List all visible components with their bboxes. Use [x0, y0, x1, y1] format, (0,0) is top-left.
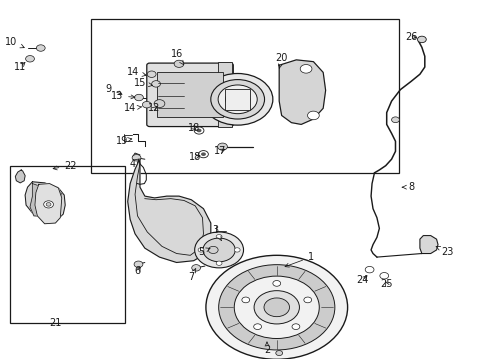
- Circle shape: [46, 203, 51, 206]
- Circle shape: [134, 261, 143, 267]
- Text: 22: 22: [53, 161, 77, 171]
- Circle shape: [205, 245, 214, 251]
- Circle shape: [201, 152, 206, 156]
- Bar: [218, 62, 232, 75]
- Polygon shape: [25, 182, 65, 220]
- Polygon shape: [15, 170, 25, 183]
- Circle shape: [216, 234, 222, 239]
- Polygon shape: [35, 184, 62, 224]
- Bar: [10, 166, 125, 323]
- Circle shape: [273, 280, 281, 286]
- Circle shape: [216, 261, 222, 265]
- Text: 9: 9: [105, 84, 122, 95]
- Circle shape: [254, 324, 262, 329]
- Circle shape: [304, 297, 312, 303]
- Circle shape: [147, 71, 156, 77]
- Text: 2: 2: [264, 342, 270, 355]
- Text: 4: 4: [129, 159, 139, 169]
- Circle shape: [192, 265, 200, 271]
- Bar: [218, 114, 232, 127]
- FancyBboxPatch shape: [147, 63, 233, 127]
- Circle shape: [308, 111, 319, 120]
- Text: 7: 7: [188, 269, 196, 282]
- Text: 23: 23: [436, 247, 454, 257]
- Circle shape: [196, 129, 201, 132]
- Text: 16: 16: [171, 49, 184, 65]
- Bar: [91, 19, 399, 173]
- Circle shape: [152, 81, 160, 87]
- Circle shape: [225, 90, 250, 108]
- Circle shape: [174, 60, 184, 67]
- Circle shape: [195, 232, 244, 268]
- Circle shape: [380, 273, 389, 279]
- Circle shape: [44, 201, 53, 208]
- Circle shape: [276, 351, 283, 356]
- Circle shape: [208, 246, 218, 253]
- Circle shape: [254, 291, 299, 324]
- Circle shape: [203, 238, 235, 262]
- Text: 24: 24: [356, 275, 368, 285]
- Text: 17: 17: [215, 146, 227, 156]
- Bar: [157, 72, 223, 117]
- Circle shape: [143, 102, 151, 108]
- Text: 18: 18: [189, 152, 201, 162]
- Text: 6: 6: [134, 266, 141, 276]
- Polygon shape: [128, 158, 211, 262]
- Circle shape: [218, 143, 227, 150]
- Circle shape: [206, 255, 347, 359]
- Circle shape: [211, 80, 265, 119]
- Circle shape: [300, 64, 312, 73]
- Circle shape: [242, 297, 250, 303]
- Text: 13: 13: [111, 91, 135, 101]
- Circle shape: [417, 36, 426, 42]
- Text: 8: 8: [402, 182, 414, 192]
- Text: 1: 1: [285, 252, 314, 267]
- Text: 5: 5: [198, 247, 210, 257]
- Text: 20: 20: [275, 53, 288, 69]
- Circle shape: [218, 85, 257, 114]
- Circle shape: [392, 117, 399, 123]
- Text: 25: 25: [380, 279, 393, 289]
- Text: 10: 10: [5, 37, 24, 48]
- Circle shape: [219, 265, 335, 350]
- Text: 19: 19: [116, 136, 132, 145]
- Text: 26: 26: [405, 32, 417, 41]
- Text: 12: 12: [148, 103, 161, 113]
- Polygon shape: [30, 184, 62, 217]
- Text: 3: 3: [213, 225, 221, 240]
- Bar: [225, 89, 250, 110]
- Circle shape: [198, 248, 204, 252]
- Circle shape: [292, 324, 300, 329]
- Circle shape: [194, 127, 204, 134]
- Polygon shape: [420, 235, 438, 253]
- Circle shape: [132, 154, 141, 161]
- Text: 18: 18: [188, 123, 200, 133]
- Text: 14: 14: [126, 67, 146, 77]
- Circle shape: [25, 55, 34, 62]
- Circle shape: [135, 94, 144, 101]
- Circle shape: [264, 298, 290, 317]
- Circle shape: [36, 45, 45, 51]
- Polygon shape: [279, 60, 326, 125]
- Text: 15: 15: [134, 78, 152, 88]
- Text: 21: 21: [49, 319, 62, 328]
- Circle shape: [234, 276, 319, 338]
- Circle shape: [202, 73, 273, 125]
- Circle shape: [234, 248, 240, 252]
- Text: 11: 11: [14, 62, 26, 72]
- Text: 14: 14: [124, 103, 142, 113]
- Circle shape: [154, 100, 165, 108]
- Circle shape: [365, 266, 374, 273]
- Circle shape: [198, 150, 208, 158]
